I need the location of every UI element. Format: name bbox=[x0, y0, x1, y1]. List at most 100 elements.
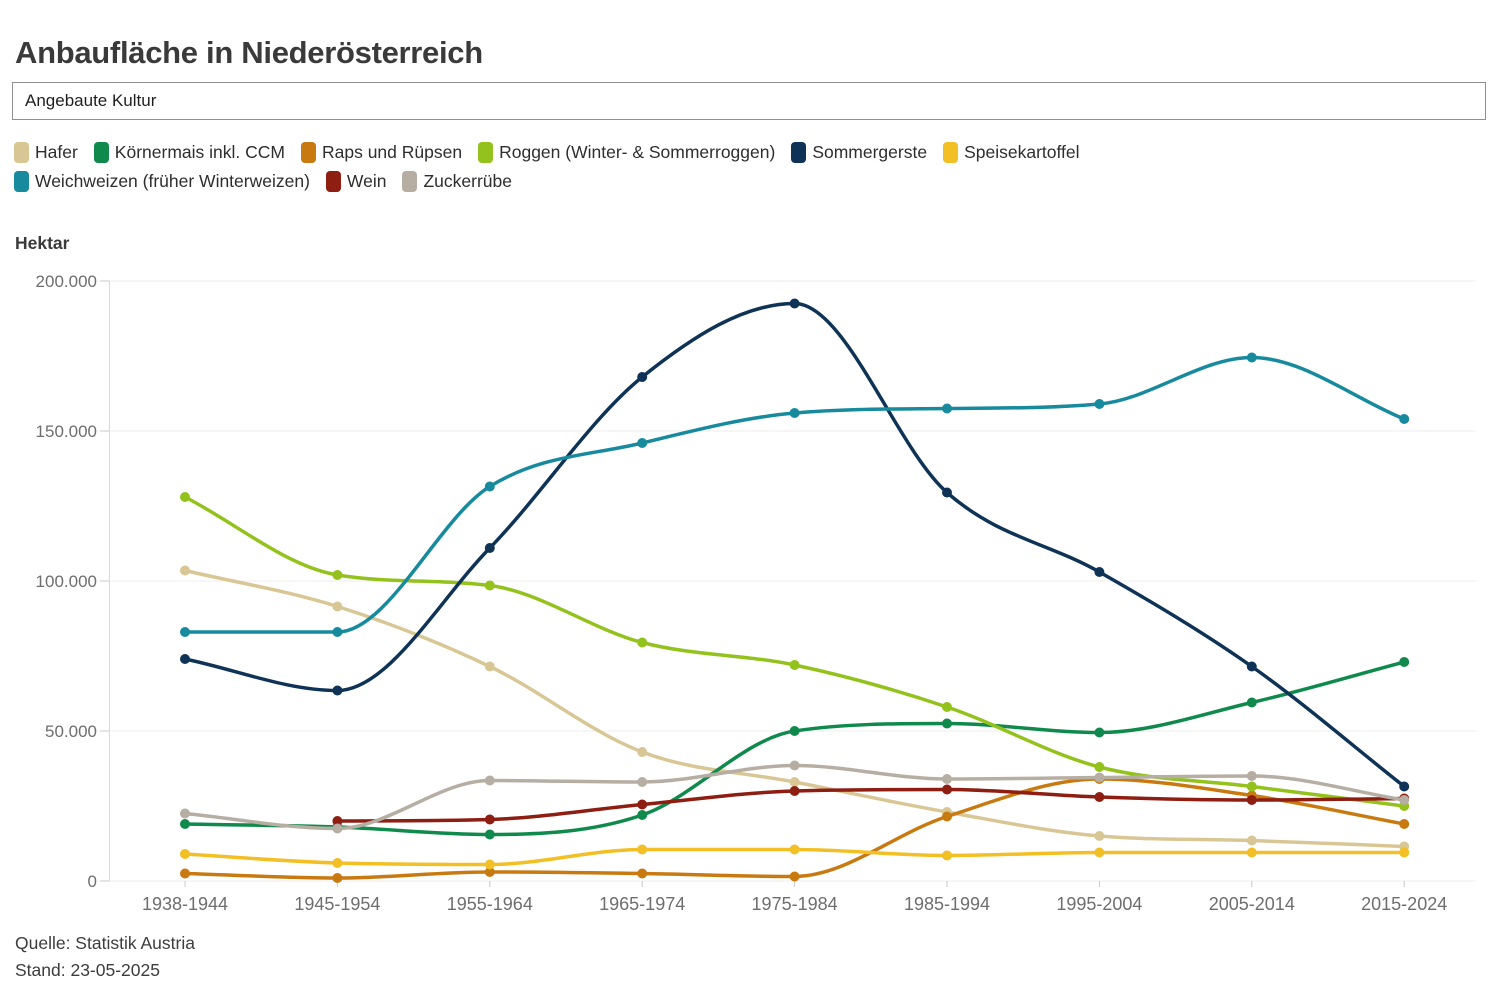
data-point-roggen-winter-sommerroggen[interactable] bbox=[789, 660, 800, 670]
data-point-weichweizen-fr-her-winterweizen[interactable] bbox=[332, 627, 343, 637]
data-point-sommergerste[interactable] bbox=[180, 654, 190, 664]
data-point-wein[interactable] bbox=[637, 799, 648, 810]
data-point-weichweizen-fr-her-winterweizen[interactable] bbox=[1399, 414, 1410, 424]
data-point-sommergerste[interactable] bbox=[484, 543, 495, 553]
data-point-roggen-winter-sommerroggen[interactable] bbox=[1094, 762, 1105, 772]
y-tick-label: 0 bbox=[88, 872, 97, 891]
data-point-wein[interactable] bbox=[484, 814, 495, 825]
data-point-zuckerr-be[interactable] bbox=[484, 775, 495, 786]
data-point-roggen-winter-sommerroggen[interactable] bbox=[1246, 781, 1257, 792]
data-point-k-rnermais-inkl-ccm[interactable] bbox=[789, 726, 800, 736]
legend-item-6[interactable]: Speisekartoffel bbox=[943, 141, 1080, 164]
data-point-roggen-winter-sommerroggen[interactable] bbox=[332, 570, 343, 580]
data-point-sommergerste[interactable] bbox=[637, 372, 648, 382]
data-point-wein[interactable] bbox=[1246, 795, 1257, 805]
series-line-zuckerr-be bbox=[183, 763, 1406, 831]
data-point-weichweizen-fr-her-winterweizen[interactable] bbox=[180, 627, 190, 637]
data-point-raps-und-r-psen[interactable] bbox=[637, 868, 648, 879]
legend-item-3[interactable]: Raps und Rüpsen bbox=[300, 141, 462, 164]
data-point-speisekartoffel[interactable] bbox=[942, 850, 952, 861]
legend-item-label: Sommergerste bbox=[812, 142, 928, 162]
data-point-zuckerr-be[interactable] bbox=[180, 808, 190, 819]
legend-item-label: Hafer bbox=[35, 142, 78, 162]
data-point-speisekartoffel[interactable] bbox=[484, 859, 495, 870]
legend-swatch bbox=[791, 142, 807, 163]
data-point-wein[interactable] bbox=[942, 784, 952, 795]
data-point-hafer[interactable] bbox=[484, 661, 495, 672]
legend-item-9[interactable]: Zuckerrübe bbox=[402, 170, 512, 193]
data-point-sommergerste[interactable] bbox=[1094, 567, 1105, 577]
data-point-roggen-winter-sommerroggen[interactable] bbox=[637, 637, 648, 648]
data-point-zuckerr-be[interactable] bbox=[1399, 795, 1410, 805]
data-point-raps-und-r-psen[interactable] bbox=[789, 871, 800, 882]
data-point-weichweizen-fr-her-winterweizen[interactable] bbox=[789, 408, 800, 418]
data-point-roggen-winter-sommerroggen[interactable] bbox=[484, 580, 495, 591]
data-point-hafer[interactable] bbox=[1094, 831, 1105, 841]
series-line-roggen-winter-sommerroggen bbox=[183, 495, 1406, 808]
data-point-k-rnermais-inkl-ccm[interactable] bbox=[1399, 657, 1410, 667]
data-point-sommergerste[interactable] bbox=[1246, 661, 1257, 672]
data-point-k-rnermais-inkl-ccm[interactable] bbox=[1094, 727, 1105, 738]
data-point-speisekartoffel[interactable] bbox=[789, 844, 800, 855]
data-point-zuckerr-be[interactable] bbox=[637, 777, 648, 787]
data-point-k-rnermais-inkl-ccm[interactable] bbox=[637, 810, 648, 820]
data-point-zuckerr-be[interactable] bbox=[942, 774, 952, 784]
data-point-k-rnermais-inkl-ccm[interactable] bbox=[1246, 697, 1257, 708]
data-point-speisekartoffel[interactable] bbox=[180, 849, 190, 859]
legend-item-5[interactable]: Sommergerste bbox=[791, 141, 927, 164]
x-tick-label: 1938-1944 bbox=[142, 894, 228, 914]
x-tick-label: 2005-2014 bbox=[1209, 894, 1295, 914]
data-point-raps-und-r-psen[interactable] bbox=[484, 867, 495, 877]
legend-item-2[interactable]: Körnermais inkl. CCM bbox=[93, 141, 285, 164]
data-point-weichweizen-fr-her-winterweizen[interactable] bbox=[942, 403, 952, 414]
data-point-speisekartoffel[interactable] bbox=[1094, 847, 1105, 858]
legend-item-8[interactable]: Wein bbox=[325, 170, 387, 193]
data-point-weichweizen-fr-her-winterweizen[interactable] bbox=[484, 481, 495, 492]
data-point-speisekartoffel[interactable] bbox=[1246, 847, 1257, 858]
data-point-hafer[interactable] bbox=[332, 601, 343, 612]
data-point-zuckerr-be[interactable] bbox=[789, 760, 800, 771]
series-line-k-rnermais-inkl-ccm bbox=[183, 660, 1406, 837]
y-tick-label: 50.000 bbox=[45, 722, 97, 741]
legend-item-4[interactable]: Roggen (Winter- & Sommerroggen) bbox=[478, 141, 775, 164]
legend-item-1[interactable]: Hafer bbox=[14, 141, 78, 164]
x-tick-label: 1985-1994 bbox=[904, 894, 990, 914]
data-point-raps-und-r-psen[interactable] bbox=[1399, 819, 1410, 829]
data-point-sommergerste[interactable] bbox=[1399, 781, 1410, 792]
data-point-k-rnermais-inkl-ccm[interactable] bbox=[180, 819, 190, 829]
data-point-hafer[interactable] bbox=[637, 747, 648, 757]
data-point-hafer[interactable] bbox=[180, 565, 190, 576]
series-line-weichweizen-fr-her-winterweizen bbox=[183, 355, 1406, 634]
data-point-wein[interactable] bbox=[789, 786, 800, 796]
legend-swatch bbox=[14, 171, 29, 192]
data-point-speisekartoffel[interactable] bbox=[332, 858, 343, 868]
data-point-weichweizen-fr-her-winterweizen[interactable] bbox=[1246, 352, 1257, 363]
legend-item-label: Wein bbox=[346, 171, 387, 191]
data-point-hafer[interactable] bbox=[789, 777, 800, 787]
data-point-k-rnermais-inkl-ccm[interactable] bbox=[484, 829, 495, 840]
data-point-raps-und-r-psen[interactable] bbox=[180, 868, 190, 879]
data-point-speisekartoffel[interactable] bbox=[637, 844, 648, 855]
y-tick-label: 150.000 bbox=[36, 422, 97, 441]
data-point-speisekartoffel[interactable] bbox=[1399, 847, 1410, 858]
data-point-roggen-winter-sommerroggen[interactable] bbox=[942, 702, 952, 712]
data-point-hafer[interactable] bbox=[1246, 835, 1257, 846]
data-point-weichweizen-fr-her-winterweizen[interactable] bbox=[637, 438, 648, 448]
data-point-weichweizen-fr-her-winterweizen[interactable] bbox=[1094, 399, 1105, 409]
data-point-roggen-winter-sommerroggen[interactable] bbox=[180, 492, 190, 502]
data-point-zuckerr-be[interactable] bbox=[332, 823, 343, 834]
x-tick-label: 1965-1974 bbox=[599, 894, 685, 914]
data-point-sommergerste[interactable] bbox=[789, 298, 800, 309]
data-point-wein[interactable] bbox=[332, 816, 343, 826]
data-point-zuckerr-be[interactable] bbox=[1094, 772, 1105, 783]
data-point-k-rnermais-inkl-ccm[interactable] bbox=[942, 718, 952, 729]
data-point-sommergerste[interactable] bbox=[332, 685, 343, 696]
legend-swatch bbox=[325, 171, 341, 192]
data-point-wein[interactable] bbox=[1094, 792, 1105, 802]
data-point-sommergerste[interactable] bbox=[942, 487, 952, 498]
kultur-filter-input[interactable] bbox=[12, 82, 1486, 120]
data-point-zuckerr-be[interactable] bbox=[1246, 771, 1257, 781]
data-point-raps-und-r-psen[interactable] bbox=[332, 873, 343, 883]
data-point-raps-und-r-psen[interactable] bbox=[942, 811, 952, 822]
legend-item-7[interactable]: Weichweizen (früher Winterweizen) bbox=[14, 170, 310, 193]
